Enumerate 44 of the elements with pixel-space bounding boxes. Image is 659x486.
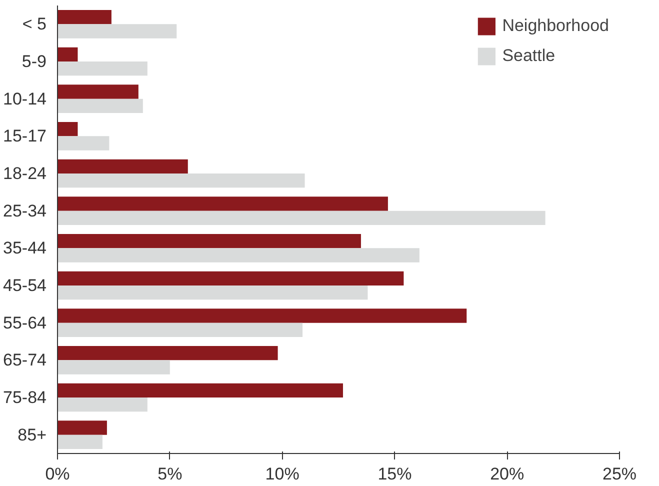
bar xyxy=(58,308,467,323)
y-tick-label: 15-17 xyxy=(3,126,47,146)
legend-label: Seattle xyxy=(502,46,556,66)
y-tick-label: 18-24 xyxy=(3,164,47,183)
bar xyxy=(58,248,420,262)
bar xyxy=(58,234,361,248)
y-tick-label: < 5 xyxy=(22,14,47,34)
bar xyxy=(58,322,303,338)
bar xyxy=(58,47,78,62)
bar xyxy=(58,174,305,188)
legend-label: Neighborhood xyxy=(502,16,609,36)
x-tick-label: 15% xyxy=(378,464,412,484)
y-tick-label: 55-64 xyxy=(3,313,47,332)
y-tick-label: 75-84 xyxy=(3,388,47,407)
x-tick-label: 5% xyxy=(158,464,182,484)
bar xyxy=(58,420,107,435)
x-tick-label: 25% xyxy=(602,464,637,484)
bar xyxy=(58,346,278,360)
x-tick-label: 10% xyxy=(265,464,300,484)
y-tick-label: 35-44 xyxy=(3,238,47,258)
bar xyxy=(58,286,368,300)
y-tick-label: 85+ xyxy=(18,425,47,444)
y-tick-label: 45-54 xyxy=(3,276,47,295)
bar xyxy=(58,24,177,38)
x-tick-label: 0% xyxy=(45,464,70,484)
bar xyxy=(58,98,143,114)
bar xyxy=(58,271,404,286)
bar xyxy=(58,383,343,398)
bar xyxy=(58,398,148,412)
bar xyxy=(58,210,546,226)
bar xyxy=(58,62,148,76)
bar xyxy=(58,10,112,24)
bar xyxy=(58,360,170,374)
bar xyxy=(58,159,188,174)
y-tick-label: 25-34 xyxy=(3,201,47,220)
bar xyxy=(58,434,102,450)
y-tick-label: 65-74 xyxy=(3,350,47,370)
bar xyxy=(58,196,388,211)
x-tick-label: 20% xyxy=(490,464,524,484)
bar xyxy=(58,84,138,99)
bar xyxy=(58,122,78,136)
bar xyxy=(58,136,110,150)
y-tick-label: 5-9 xyxy=(22,52,47,71)
y-tick-label: 10-14 xyxy=(3,89,47,108)
